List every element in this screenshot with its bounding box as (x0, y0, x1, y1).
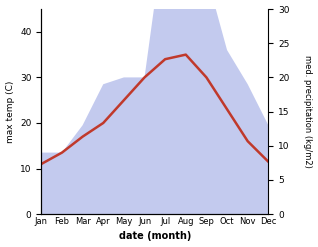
Y-axis label: med. precipitation (kg/m2): med. precipitation (kg/m2) (303, 55, 313, 168)
Y-axis label: max temp (C): max temp (C) (5, 80, 15, 143)
X-axis label: date (month): date (month) (119, 231, 191, 242)
